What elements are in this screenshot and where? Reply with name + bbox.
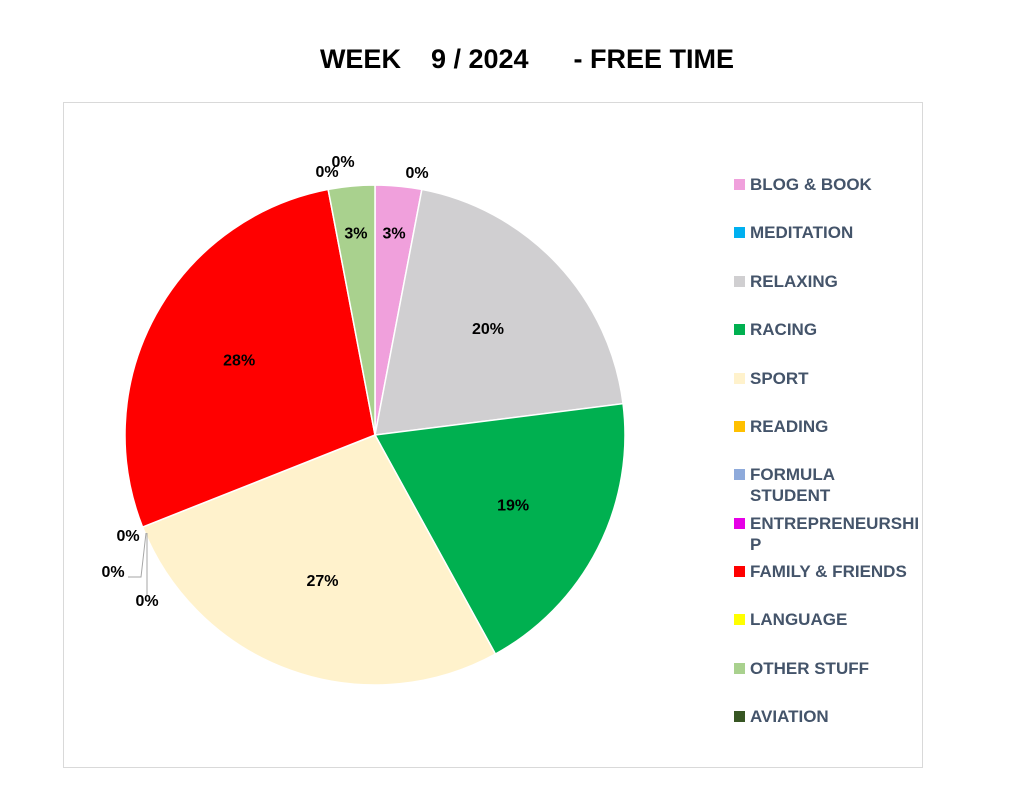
data-label-blog-book: 3% <box>382 225 405 242</box>
data-label-reading: 0% <box>116 528 139 545</box>
legend-item-aviation: AVIATION <box>734 706 940 727</box>
legend-swatch-family-friends <box>734 566 745 577</box>
legend-label-sport: SPORT <box>750 369 809 388</box>
legend-label-relaxing: RELAXING <box>750 272 838 291</box>
legend-swatch-meditation <box>734 227 745 238</box>
legend-item-family-friends: FAMILY & FRIENDS <box>734 561 940 582</box>
legend-label-family-friends: FAMILY & FRIENDS <box>750 562 907 581</box>
data-label-language: 0% <box>315 164 338 181</box>
data-labels: 3%0%20%19%27%0%0%0%28%0%3%0% <box>101 154 529 610</box>
legend-item-meditation: MEDITATION <box>734 222 940 243</box>
data-label-sport: 27% <box>306 573 338 590</box>
legend-item-language: LANGUAGE <box>734 609 940 630</box>
data-label-other-stuff: 3% <box>344 225 367 242</box>
data-label-family-friends: 28% <box>223 352 255 369</box>
legend-label-language: LANGUAGE <box>750 610 848 629</box>
data-label-relaxing: 20% <box>472 321 504 338</box>
data-label-racing: 19% <box>497 497 529 514</box>
legend-swatch-formula-student <box>734 469 745 480</box>
data-label-meditation: 0% <box>331 154 354 171</box>
legend-swatch-racing <box>734 324 745 335</box>
legend-swatch-other-stuff <box>734 663 745 674</box>
legend-item-racing: RACING <box>734 319 940 340</box>
pie-slice-other-stuff <box>327 184 376 436</box>
pie-slice-family-friends <box>124 188 376 529</box>
data-label-aviation: 0% <box>405 165 428 182</box>
legend-label-other-stuff: OTHER STUFF <box>750 659 869 678</box>
legend-item-blog-book: BLOG & BOOK <box>734 174 940 195</box>
legend-swatch-reading <box>734 421 745 432</box>
legend-swatch-language <box>734 614 745 625</box>
data-label-formula-student: 0% <box>101 564 124 581</box>
legend-label-reading: READING <box>750 417 829 436</box>
legend-label-meditation: MEDITATION <box>750 223 854 242</box>
legend-swatch-aviation <box>734 711 745 722</box>
legend-swatch-sport <box>734 373 745 384</box>
chart-title: WEEK 9 / 2024 - FREE TIME <box>319 44 735 74</box>
pie-slice-relaxing <box>374 188 624 436</box>
leader-line-formula-student <box>128 532 147 578</box>
legend-item-other-stuff: OTHER STUFF <box>734 658 940 679</box>
legend-swatch-entrepreneurship <box>734 518 745 529</box>
legend-item-formula-student: FORMULA STUDENT <box>734 464 860 506</box>
legend-label-formula-student: FORMULA STUDENT <box>750 465 835 505</box>
plot-area-frame <box>63 102 923 768</box>
legend-label-aviation: AVIATION <box>750 707 829 726</box>
pie-slice-sport <box>141 434 497 686</box>
legend-label-blog-book: BLOG & BOOK <box>750 175 872 194</box>
legend-item-entrepreneurship: ENTREPRENEURSHIP <box>734 513 920 555</box>
pie-slice-racing <box>373 402 626 656</box>
data-label-entrepreneurship: 0% <box>135 593 158 610</box>
pie-slices <box>124 184 626 686</box>
legend-swatch-relaxing <box>734 276 745 287</box>
legend-item-relaxing: RELAXING <box>734 271 940 292</box>
legend-item-sport: SPORT <box>734 368 940 389</box>
legend-swatch-blog-book <box>734 179 745 190</box>
legend-item-reading: READING <box>734 416 940 437</box>
leader-lines <box>128 532 148 596</box>
legend-label-entrepreneurship: ENTREPRENEURSHIP <box>750 514 920 554</box>
legend-label-racing: RACING <box>750 320 818 339</box>
